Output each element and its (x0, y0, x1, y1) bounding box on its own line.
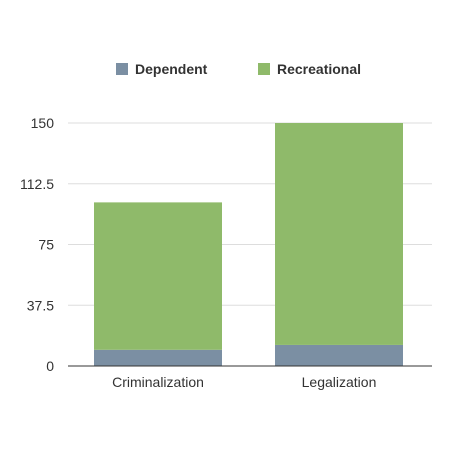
y-tick-label: 0 (46, 358, 54, 374)
bars (94, 123, 403, 366)
legend-label-recreational: Recreational (277, 61, 361, 77)
x-category-label: Criminalization (112, 374, 204, 390)
bar-dependent-criminalization (94, 349, 222, 366)
legend-label-dependent: Dependent (135, 61, 208, 77)
y-tick-label: 75 (38, 237, 54, 253)
bar-recreational-legalization (275, 123, 403, 345)
legend-swatch-recreational (258, 63, 270, 75)
legend-swatch-dependent (116, 63, 128, 75)
y-axis-tick-labels: 0 37.5 75 112.5 150 (20, 115, 54, 374)
bar-recreational-criminalization (94, 202, 222, 350)
y-tick-label: 150 (31, 115, 55, 131)
y-tick-label: 37.5 (27, 297, 54, 313)
bar-dependent-legalization (275, 344, 403, 366)
x-category-label: Legalization (302, 374, 377, 390)
x-axis-category-labels: Criminalization Legalization (112, 374, 376, 390)
y-tick-label: 112.5 (20, 176, 54, 192)
legend: Dependent Recreational (116, 61, 361, 77)
